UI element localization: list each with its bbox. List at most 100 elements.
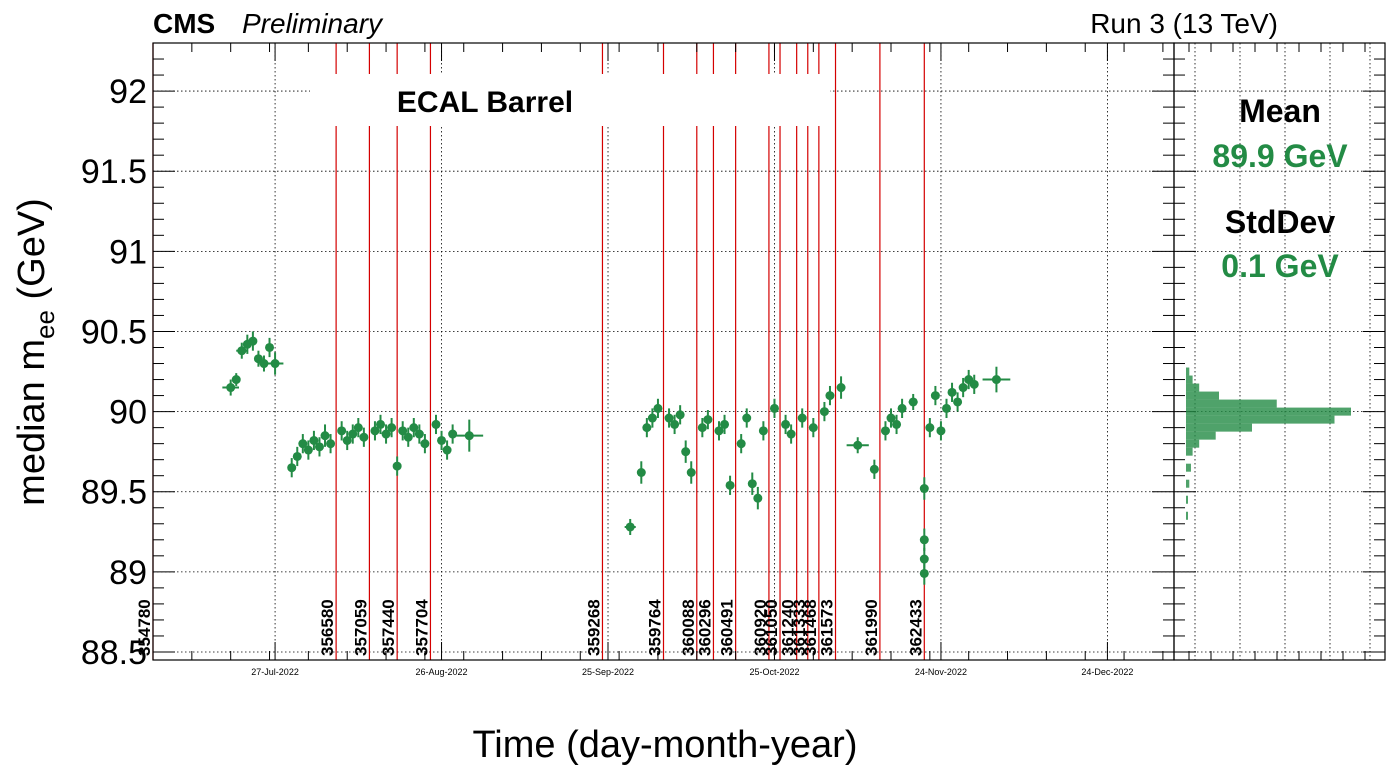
data-point [908,393,918,410]
data-point [259,355,269,372]
data-point [747,472,757,495]
data-point [930,385,940,406]
point-marker [237,346,247,356]
data-point [222,379,240,396]
point-marker [991,375,1001,385]
point-marker [326,439,336,449]
point-marker [825,391,835,401]
run-number-labels: 354780 356580 357059 357440 357704 359268 3597… [135,599,925,656]
point-marker [231,375,241,385]
hist-bar [1186,423,1252,432]
run-label-360920: 360920 [751,599,770,656]
point-marker [703,415,713,425]
point-marker [797,413,807,423]
run-label-361468: 361468 [801,599,820,656]
data-point [869,459,879,479]
point-marker [720,419,730,429]
point-marker [936,426,946,436]
x-tick-label: 24-Nov-2022 [915,667,967,677]
point-marker [969,379,979,389]
point-marker [303,445,313,455]
y-tick-label: 89 [109,554,147,592]
y-axis-title: median mee (GeV) [11,198,60,506]
point-marker [769,403,779,413]
point-marker [897,403,907,413]
point-marker [265,342,275,352]
point-marker [675,410,685,420]
point-marker [226,383,236,393]
point-marker [437,435,447,445]
y-tick-label: 91.5 [81,153,147,191]
point-marker [892,419,902,429]
point-marker [925,423,935,433]
x-axis-title: Time (day-month-year) [472,724,857,766]
point-marker [342,435,352,445]
run-label-361990: 361990 [862,599,881,656]
data-point [703,409,713,430]
hist-bar [1186,415,1335,424]
axes: 88.5 89 89.5 90 90.5 91 91.5 92 27-Jul-2022 26-Au… [81,42,1386,677]
data-point [886,408,896,428]
point-marker [409,423,419,433]
data-point [320,424,330,447]
hist-bar [1186,431,1216,440]
run-label-359764: 359764 [646,599,665,656]
hist-bar [1186,479,1190,488]
title-box [310,74,830,126]
hist-frame [1173,42,1386,661]
data-point [697,418,707,438]
hist-bar [1186,495,1188,504]
y-tick-label: 88.5 [81,634,147,672]
point-marker [853,440,863,450]
y-tick-label: 89.5 [81,474,147,512]
point-marker [714,426,724,436]
data-point [781,414,791,435]
point-marker [270,359,280,369]
run-label-360296: 360296 [695,599,714,656]
data-point [314,437,324,457]
data-point [370,421,380,441]
point-marker [636,467,646,477]
point-marker [664,413,674,423]
hist-bar [1186,447,1193,456]
data-point [836,376,846,399]
point-marker [819,407,829,417]
data-point [326,434,336,454]
data-point [947,382,957,402]
point-marker [736,439,746,449]
data-point [236,342,248,359]
point-marker [414,429,424,439]
point-marker [431,419,441,429]
x-tick-label: 25-Oct-2022 [749,667,799,677]
data-point [819,401,829,422]
data-point [420,434,430,454]
point-marker [647,413,657,423]
run-label-357059: 357059 [351,599,370,656]
point-marker [908,397,918,407]
run-label-357440: 357440 [379,599,398,656]
y-tick-label: 91 [109,233,147,271]
point-marker [808,423,818,433]
data-points [222,331,1011,585]
stddev-value: 0.1 GeV [1221,248,1339,284]
data-point [958,377,968,398]
data-point [624,518,636,535]
point-marker [348,429,358,439]
data-point [292,446,302,467]
data-point [670,414,680,435]
status-label: Preliminary [242,8,384,39]
data-point [636,461,646,484]
data-point [348,424,358,444]
point-marker [359,432,369,442]
data-point [287,458,297,478]
data-point [714,421,724,441]
run-label-357704: 357704 [412,599,431,656]
point-marker [420,439,430,449]
run-label: Run 3 (13 TeV) [1090,8,1278,39]
data-point [392,456,402,476]
point-marker [337,426,347,436]
run-label-360088: 360088 [679,599,698,656]
data-point [919,562,929,585]
point-marker [381,429,391,439]
